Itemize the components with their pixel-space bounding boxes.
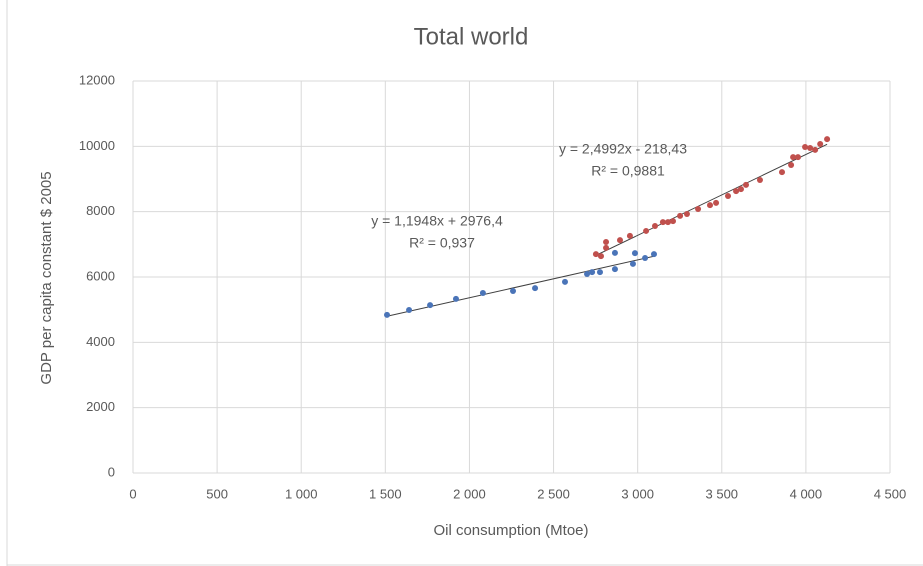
data-point	[629, 260, 636, 267]
data-point	[631, 250, 638, 257]
data-point	[427, 302, 434, 309]
data-point	[651, 223, 658, 230]
y-axis-label: GDP per capita constant $ 2005	[38, 171, 55, 384]
x-tick-label: 4 000	[790, 486, 823, 501]
x-tick-label: 500	[206, 486, 228, 501]
x-tick-label: 0	[129, 486, 136, 501]
y-tick-label: 4000	[86, 334, 115, 349]
data-point	[584, 271, 591, 278]
data-point	[659, 219, 666, 226]
data-point	[479, 290, 486, 297]
y-tick-label: 0	[108, 464, 115, 479]
data-point	[561, 278, 568, 285]
trendline-label: y = 2,4992x - 218,43	[559, 141, 687, 157]
x-tick-label: 3 500	[706, 486, 739, 501]
y-tick-label: 10000	[79, 138, 115, 153]
data-point	[812, 146, 819, 153]
data-point	[794, 154, 801, 161]
data-point	[683, 210, 690, 217]
trendline	[386, 255, 655, 317]
trendline-label: R² = 0,9881	[591, 163, 665, 179]
data-point	[406, 306, 413, 313]
y-tick-label: 12000	[79, 72, 115, 87]
data-point	[790, 154, 797, 161]
data-point	[611, 266, 618, 273]
data-point	[596, 269, 603, 276]
y-tick-label: 2000	[86, 399, 115, 414]
trendline	[595, 143, 828, 256]
data-point	[725, 192, 732, 199]
data-point	[817, 141, 824, 148]
x-tick-label: 3 000	[621, 486, 654, 501]
data-point	[802, 143, 809, 150]
trendline-label: R² = 0,937	[409, 235, 475, 251]
data-point	[743, 181, 750, 188]
data-point	[713, 199, 720, 206]
x-tick-label: 1 500	[369, 486, 402, 501]
x-tick-label: 2 000	[453, 486, 486, 501]
data-point	[650, 251, 657, 258]
y-tick-label: 8000	[86, 203, 115, 218]
data-point	[603, 239, 610, 246]
x-tick-label: 2 500	[537, 486, 570, 501]
data-point	[626, 232, 633, 239]
x-axis-label: Oil consumption (Mtoe)	[433, 522, 588, 539]
data-point	[592, 251, 599, 258]
data-point	[452, 295, 459, 302]
data-point	[707, 202, 714, 209]
data-point	[733, 188, 740, 195]
data-point	[510, 288, 517, 295]
data-point	[824, 136, 831, 143]
data-point	[779, 169, 786, 176]
x-tick-label: 1 000	[285, 486, 318, 501]
data-point	[677, 212, 684, 219]
trendline-label: y = 1,1948x + 2976,4	[371, 213, 503, 229]
data-point	[695, 206, 702, 213]
data-point	[788, 161, 795, 168]
data-point	[603, 244, 610, 251]
data-point	[532, 285, 539, 292]
data-point	[643, 227, 650, 234]
data-point	[611, 249, 618, 256]
data-point	[642, 255, 649, 262]
data-point	[669, 218, 676, 225]
data-point	[737, 186, 744, 193]
data-point	[756, 176, 763, 183]
y-tick-label: 6000	[86, 268, 115, 283]
data-point	[384, 311, 391, 318]
data-point	[664, 219, 671, 226]
data-point	[589, 269, 596, 276]
data-point	[617, 237, 624, 244]
x-tick-label: 4 500	[874, 486, 907, 501]
data-point	[807, 144, 814, 151]
chart-title: Total world	[414, 23, 529, 50]
data-point	[597, 253, 604, 260]
